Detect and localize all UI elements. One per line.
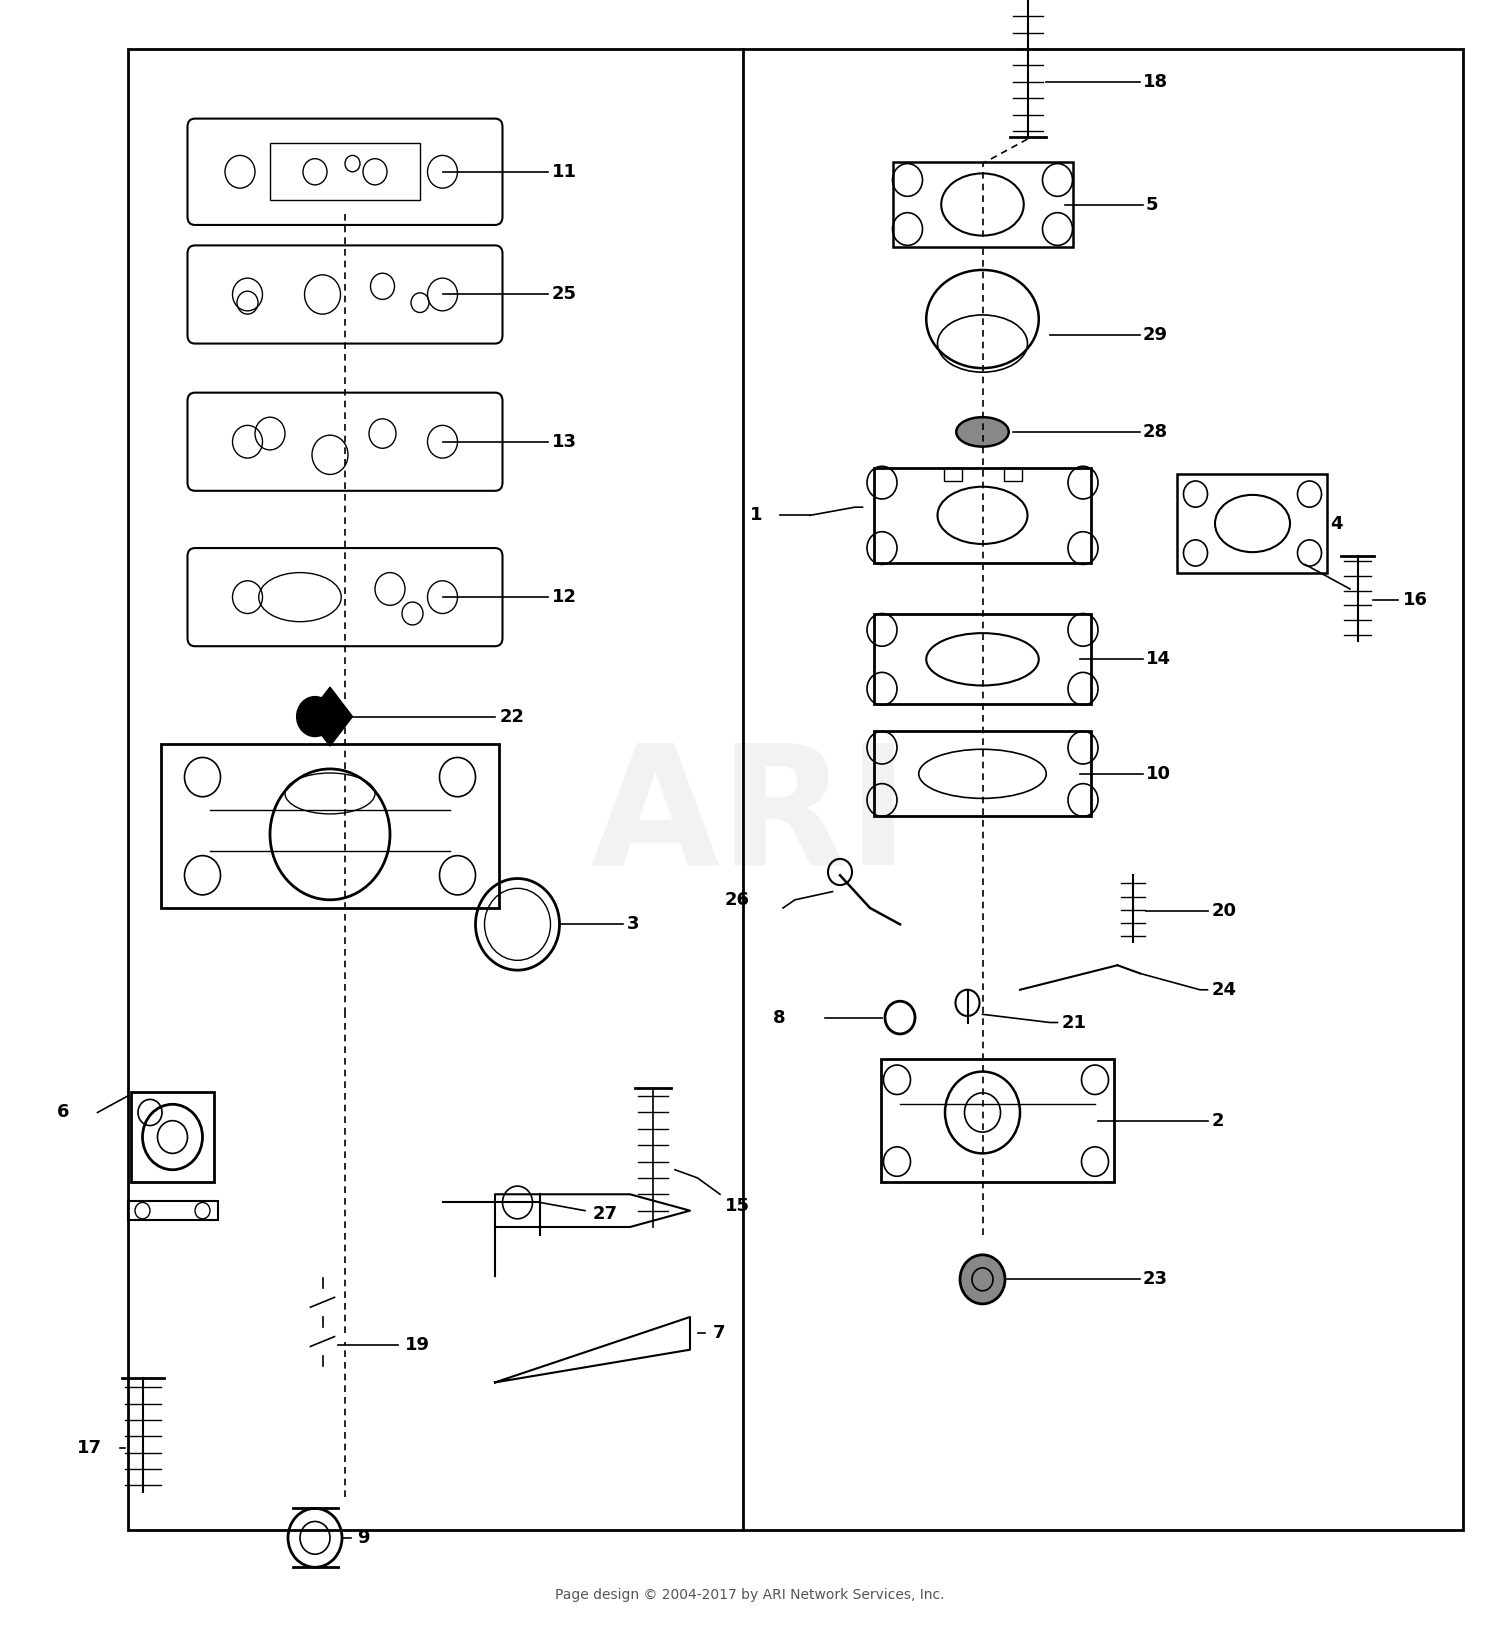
Text: 14: 14	[1146, 649, 1172, 669]
Bar	[132, 1093, 213, 1181]
Text: 10: 10	[1146, 764, 1172, 784]
Text: 26: 26	[724, 890, 750, 910]
Text: 9: 9	[357, 1528, 369, 1548]
Text: 20: 20	[1212, 901, 1237, 921]
Text: ARI: ARI	[591, 736, 909, 900]
Text: 28: 28	[1143, 422, 1168, 442]
Text: 1: 1	[750, 506, 762, 525]
Text: Page design © 2004-2017 by ARI Network Services, Inc.: Page design © 2004-2017 by ARI Network S…	[555, 1589, 945, 1602]
Polygon shape	[308, 687, 352, 746]
Text: 8: 8	[774, 1008, 786, 1027]
Text: 24: 24	[1212, 980, 1237, 1000]
Text: 7: 7	[712, 1324, 724, 1343]
Text: 23: 23	[1143, 1270, 1168, 1289]
Bar	[944, 468, 962, 481]
Bar	[873, 731, 1090, 816]
Bar	[270, 142, 420, 200]
Text: 25: 25	[552, 285, 578, 304]
Bar	[892, 162, 1072, 247]
Bar	[882, 1060, 1113, 1181]
Text: 13: 13	[552, 432, 578, 452]
Text: 6: 6	[57, 1103, 69, 1122]
Circle shape	[297, 697, 333, 736]
Text: 4: 4	[1330, 514, 1342, 533]
Text: 12: 12	[552, 587, 578, 607]
Text: 29: 29	[1143, 326, 1168, 345]
Text: 15: 15	[724, 1196, 750, 1216]
Circle shape	[960, 1255, 1005, 1304]
Text: 16: 16	[1402, 591, 1428, 610]
Text: 21: 21	[1062, 1013, 1088, 1032]
Bar	[1178, 474, 1328, 573]
Text: 18: 18	[1143, 72, 1168, 92]
Bar	[873, 468, 1090, 563]
Text: 19: 19	[405, 1335, 430, 1355]
Bar	[128, 1201, 218, 1220]
Text: 2: 2	[1212, 1111, 1224, 1130]
Text: 5: 5	[1146, 195, 1158, 214]
Circle shape	[345, 155, 360, 172]
Text: 17: 17	[76, 1438, 102, 1458]
Bar	[128, 49, 1462, 1530]
Bar	[162, 744, 498, 908]
Text: 3: 3	[627, 915, 639, 934]
Bar	[873, 614, 1090, 703]
Ellipse shape	[957, 417, 1008, 447]
Text: 27: 27	[592, 1204, 618, 1224]
Text: 22: 22	[500, 707, 525, 726]
Text: 11: 11	[552, 162, 578, 182]
Bar	[1004, 468, 1022, 481]
